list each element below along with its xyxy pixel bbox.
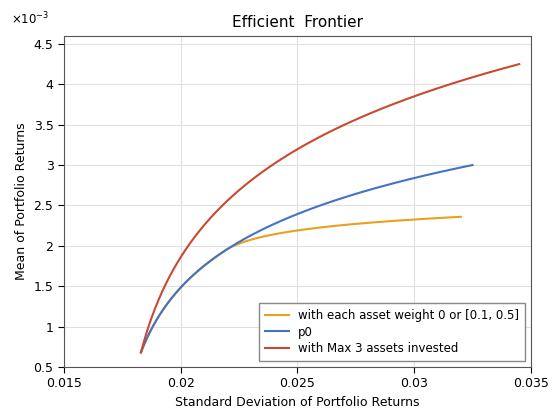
Line: with each asset weight 0 or [0.1, 0.5]: with each asset weight 0 or [0.1, 0.5] <box>141 217 461 352</box>
p0 <box>139 347 146 352</box>
p0 <box>335 197 342 202</box>
with each asset weight 0 or [0.1, 0.5] <box>138 350 144 355</box>
Legend: with each asset weight 0 or [0.1, 0.5], p0, with Max 3 assets invested: with each asset weight 0 or [0.1, 0.5], … <box>259 303 525 361</box>
Line: with Max 3 assets invested: with Max 3 assets invested <box>141 64 519 352</box>
Text: $\times10^{-3}$: $\times10^{-3}$ <box>11 11 49 28</box>
with each asset weight 0 or [0.1, 0.5] <box>407 217 414 222</box>
Title: Efficient  Frontier: Efficient Frontier <box>232 16 363 31</box>
with Max 3 assets invested <box>139 345 146 350</box>
with Max 3 assets invested <box>362 113 368 118</box>
with each asset weight 0 or [0.1, 0.5] <box>333 223 340 228</box>
with each asset weight 0 or [0.1, 0.5] <box>328 224 335 229</box>
X-axis label: Standard Deviation of Portfolio Returns: Standard Deviation of Portfolio Returns <box>175 396 419 409</box>
p0 <box>138 350 144 355</box>
Line: p0: p0 <box>141 165 473 352</box>
with Max 3 assets invested <box>456 79 463 84</box>
with Max 3 assets invested <box>369 110 376 115</box>
with Max 3 assets invested <box>480 71 487 76</box>
p0 <box>438 169 445 174</box>
with each asset weight 0 or [0.1, 0.5] <box>327 224 334 229</box>
with each asset weight 0 or [0.1, 0.5] <box>139 347 146 352</box>
p0 <box>417 174 424 179</box>
with Max 3 assets invested <box>516 62 522 67</box>
Y-axis label: Mean of Portfolio Returns: Mean of Portfolio Returns <box>15 123 28 280</box>
with Max 3 assets invested <box>363 113 370 118</box>
p0 <box>469 163 476 168</box>
p0 <box>334 197 340 202</box>
with Max 3 assets invested <box>138 350 144 355</box>
with each asset weight 0 or [0.1, 0.5] <box>458 214 464 219</box>
with each asset weight 0 or [0.1, 0.5] <box>428 216 435 221</box>
p0 <box>340 195 347 200</box>
